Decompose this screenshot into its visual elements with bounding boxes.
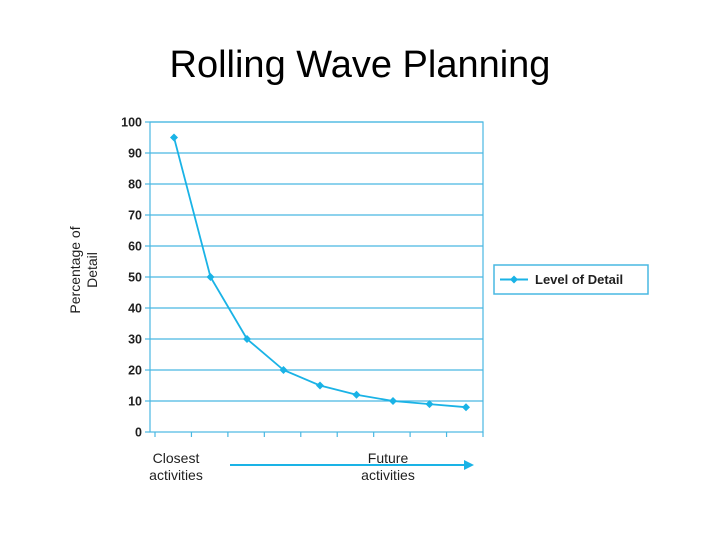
y-tick-label-80: 80 (128, 178, 142, 192)
y-tick-label-40: 40 (128, 302, 142, 316)
y-axis-title-line2: Detail (84, 252, 100, 288)
x-label-future-line1: Future (368, 450, 409, 466)
y-tick-label-30: 30 (128, 333, 142, 347)
y-tick-label-10: 10 (128, 395, 142, 409)
legend-label: Level of Detail (535, 272, 623, 287)
series-line-0 (173, 137, 467, 409)
x-label-closest-line1: Closest (153, 450, 200, 466)
y-tick-label-50: 50 (128, 271, 142, 285)
data-point-4 (316, 381, 324, 390)
series-layer (170, 133, 470, 412)
y-tick-label-90: 90 (128, 147, 142, 161)
y-tick-label-70: 70 (128, 209, 142, 223)
legend: Level of Detail (493, 264, 649, 295)
legend-marker (510, 275, 518, 284)
chart-gridlines (150, 121, 483, 402)
data-point-5 (352, 390, 361, 399)
y-tick-label-100: 100 (121, 116, 142, 130)
x-axis-ticks (154, 432, 484, 437)
y-axis-ticks: 0 10 20 30 40 50 60 70 80 90 100 (121, 116, 150, 440)
y-tick-label-20: 20 (128, 364, 142, 378)
y-tick-label-0: 0 (135, 426, 142, 440)
data-point-6 (389, 397, 397, 405)
data-point-0 (170, 133, 178, 142)
data-point-1 (206, 273, 215, 281)
slide-title: Rolling Wave Planning (169, 44, 551, 86)
data-point-7 (425, 400, 434, 409)
data-point-3 (279, 366, 288, 374)
future-arrow (230, 460, 474, 470)
data-point-8 (462, 403, 470, 412)
x-label-closest-line2: activities (149, 467, 203, 483)
x-label-future-line2: activities (361, 467, 415, 483)
data-point-2 (243, 335, 251, 343)
y-tick-label-60: 60 (128, 240, 142, 254)
y-axis-title-line1: Percentage of (67, 226, 83, 313)
